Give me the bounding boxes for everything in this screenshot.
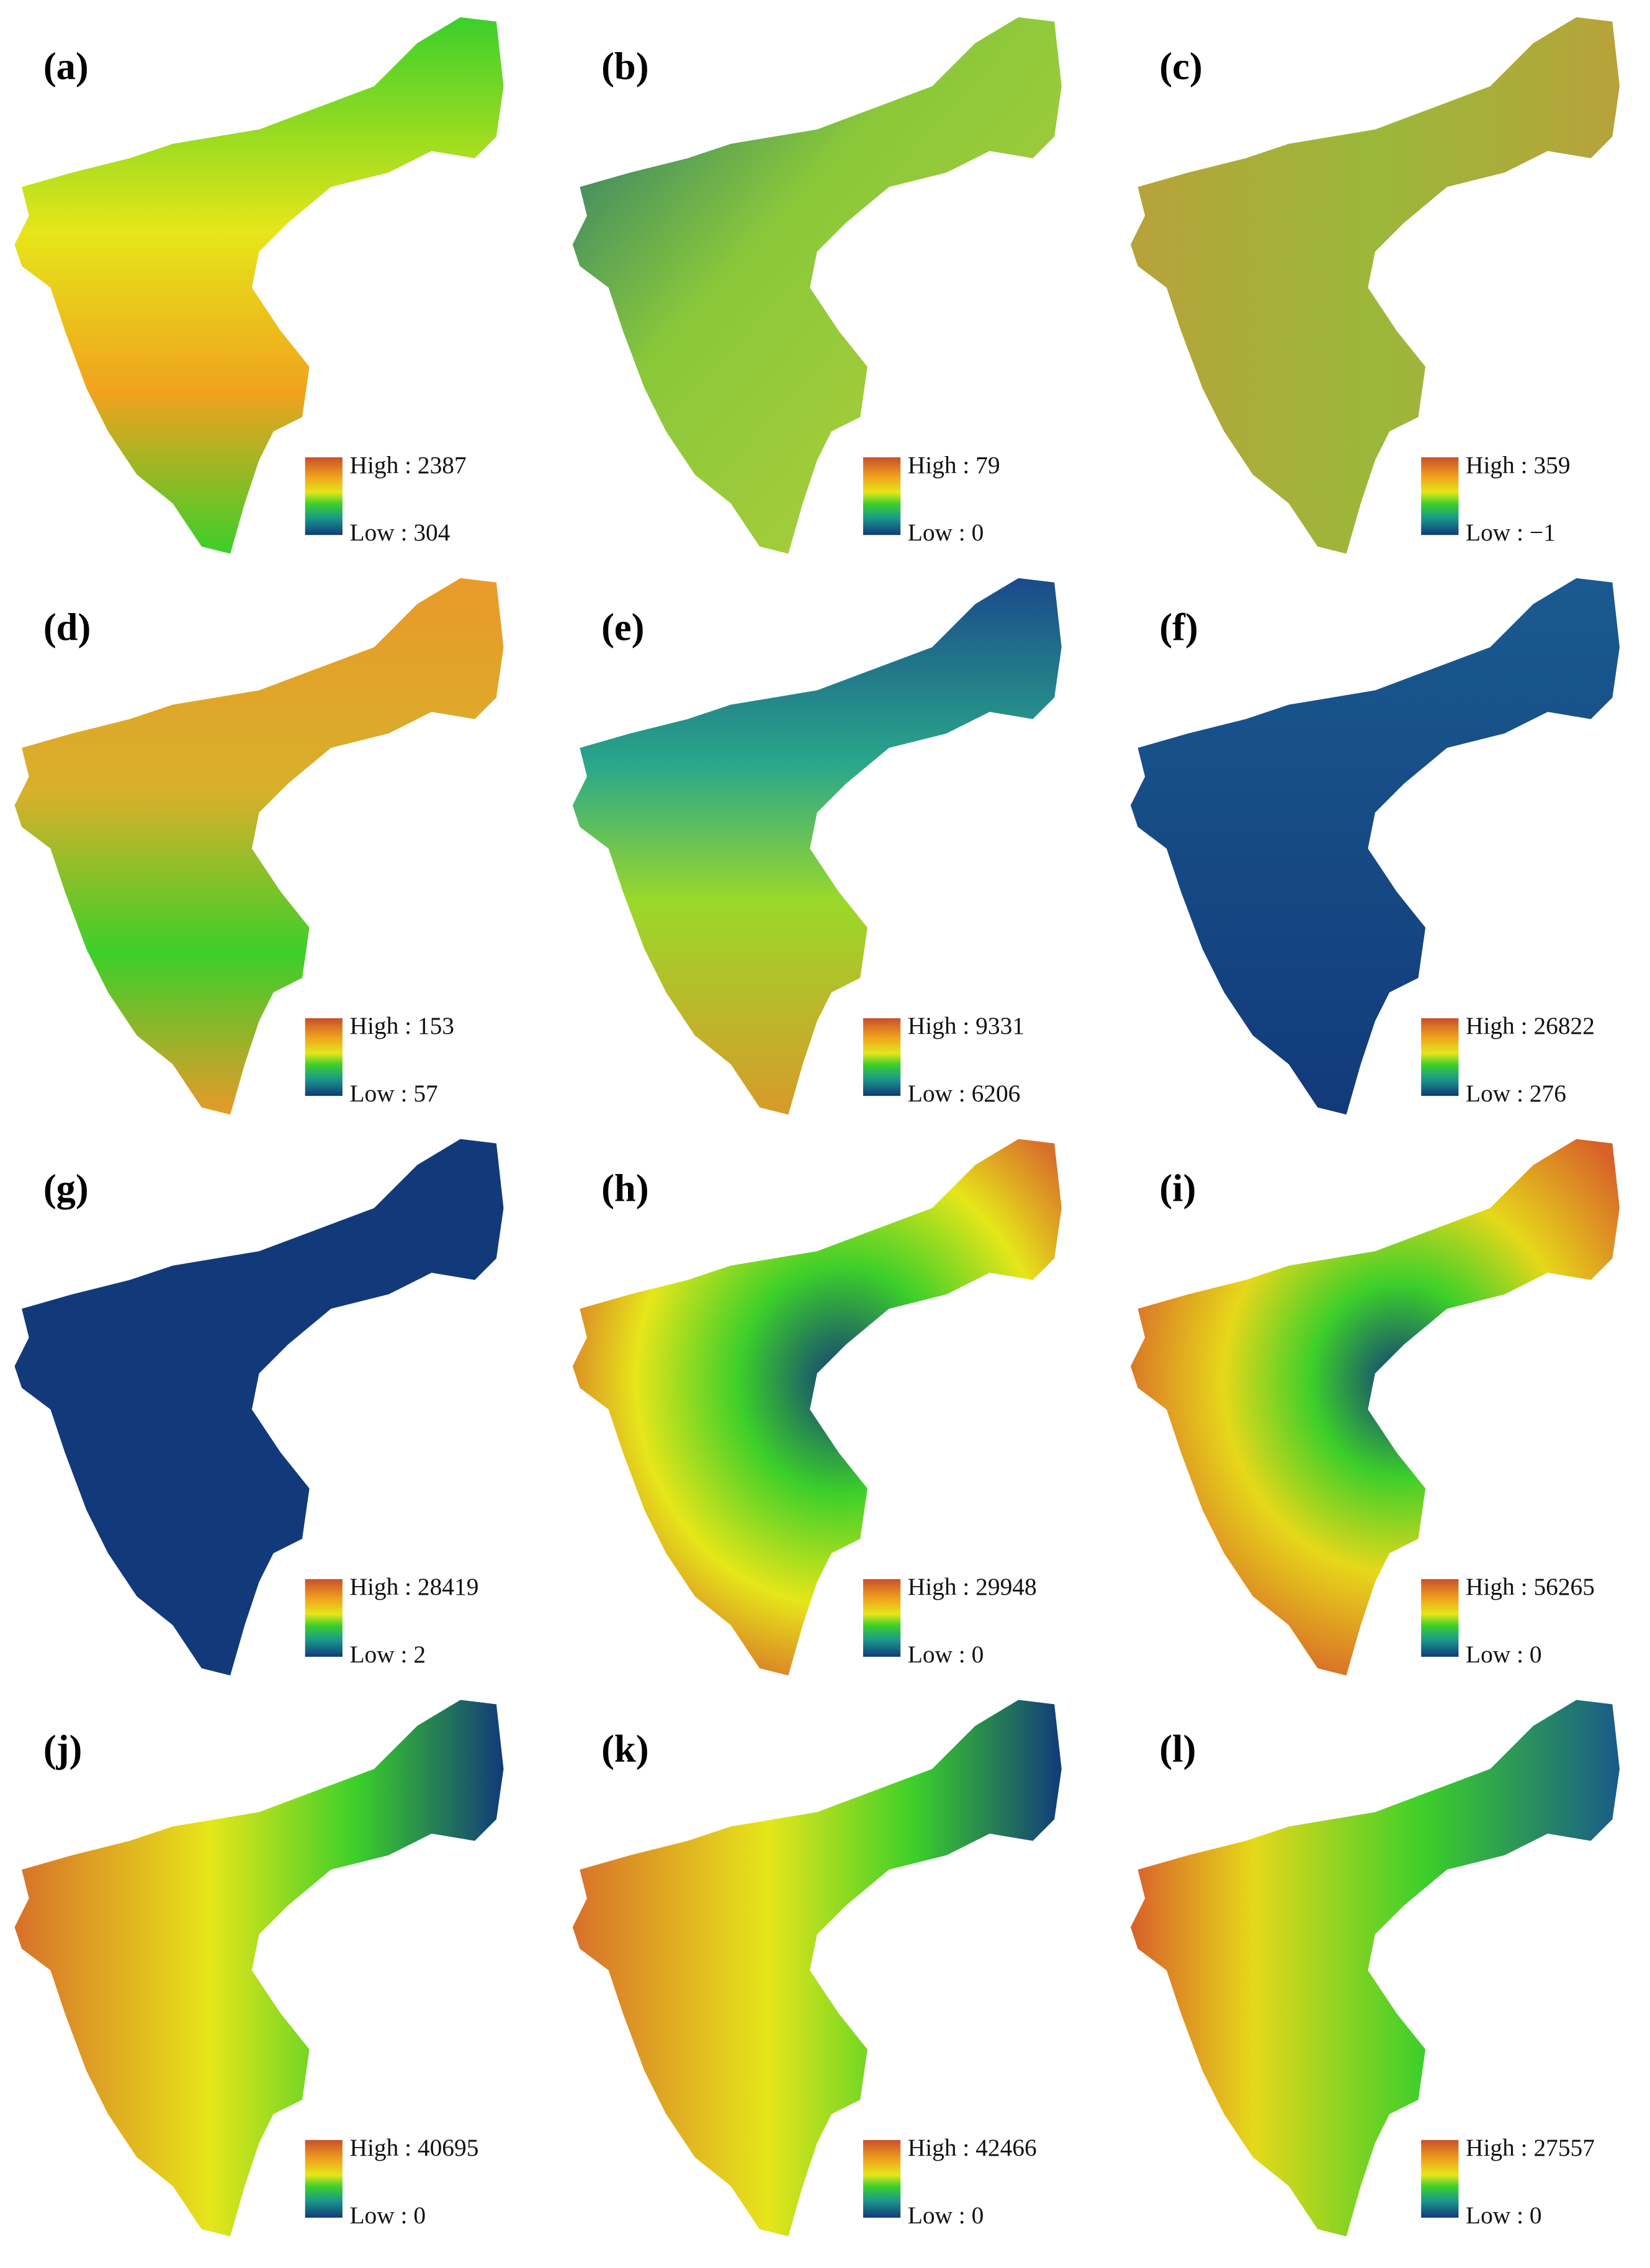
panel-label: (i) (1159, 1166, 1196, 1209)
region-map (572, 1700, 1062, 2237)
panel: (g) High : 28419 Low : 2 (14, 1139, 504, 1676)
legend-high: High : 42466 (908, 2134, 1037, 2161)
legend-high: High : 40695 (350, 2134, 479, 2161)
panel: (c) High : 359 Low : −1 (1131, 17, 1620, 554)
legend-low: Low : −1 (1466, 519, 1556, 546)
legend-high: High : 29948 (908, 1573, 1037, 1600)
region-map (14, 1700, 504, 2237)
legend-colorbar (1421, 1018, 1459, 1096)
legend-low: Low : 0 (1466, 2202, 1542, 2229)
region-map (1131, 578, 1620, 1115)
legend-low: Low : 2 (350, 1641, 426, 1668)
panel: (j) High : 40695 Low : 0 (14, 1700, 504, 2237)
panel-label: (g) (43, 1166, 89, 1209)
panel: (k) High : 42466 Low : 0 (572, 1700, 1062, 2237)
legend-low: Low : 0 (908, 519, 984, 546)
panel-label: (l) (1159, 1727, 1196, 1770)
legend-colorbar (305, 1018, 343, 1096)
panel-label: (j) (43, 1727, 83, 1770)
region-map (572, 17, 1062, 554)
legend-colorbar (863, 457, 901, 536)
panel-label: (f) (1159, 605, 1198, 648)
region-map (1131, 1700, 1620, 2237)
legend-colorbar (305, 1579, 343, 1657)
legend-high: High : 28419 (350, 1573, 479, 1600)
legend-colorbar (1421, 1579, 1459, 1657)
legend-high: High : 56265 (1466, 1573, 1595, 1600)
legend-low: Low : 304 (350, 519, 451, 546)
region-map (1131, 1139, 1620, 1676)
region-map (14, 17, 504, 554)
legend-high: High : 9331 (908, 1012, 1025, 1039)
legend-low: Low : 276 (1466, 1080, 1566, 1107)
panel: (a) High : 2387 Low : 304 (14, 17, 504, 554)
legend-colorbar (305, 2140, 343, 2218)
panel-label: (b) (601, 44, 648, 87)
panel: (f) High : 26822 Low : 276 (1131, 578, 1620, 1115)
legend-high: High : 359 (1466, 451, 1571, 478)
legend-low: Low : 0 (350, 2202, 426, 2229)
region-map (1131, 17, 1620, 554)
panel: (b) High : 79 Low : 0 (572, 17, 1062, 554)
legend-colorbar (305, 457, 343, 536)
legend-colorbar (863, 2140, 901, 2218)
legend-high: High : 79 (908, 451, 1000, 478)
panel-label: (h) (601, 1166, 648, 1209)
panel: (h) High : 29948 Low : 0 (572, 1139, 1062, 1676)
region-map (14, 578, 504, 1115)
region-map (572, 1139, 1062, 1676)
panel: (d) High : 153 Low : 57 (14, 578, 504, 1115)
legend-high: High : 26822 (1466, 1012, 1595, 1039)
legend-high: High : 153 (350, 1012, 455, 1039)
panel-label: (d) (43, 605, 91, 648)
panel: (i) High : 56265 Low : 0 (1131, 1139, 1620, 1676)
panel-label: (e) (601, 605, 644, 648)
legend-high: High : 2387 (350, 451, 467, 478)
legend-colorbar (1421, 457, 1459, 536)
legend-low: Low : 0 (1466, 1641, 1542, 1668)
legend-high: High : 27557 (1466, 2134, 1595, 2161)
panel: (l) High : 27557 Low : 0 (1131, 1700, 1620, 2237)
legend-low: Low : 0 (908, 1641, 984, 1668)
legend-colorbar (1421, 2140, 1459, 2218)
legend-colorbar (863, 1579, 901, 1657)
region-map (572, 578, 1062, 1115)
panel: (e) High : 9331 Low : 6206 (572, 578, 1062, 1115)
region-map (14, 1139, 504, 1676)
panel-label: (k) (601, 1727, 648, 1770)
panel-label: (a) (43, 44, 89, 87)
legend-colorbar (863, 1018, 901, 1096)
panel-label: (c) (1159, 44, 1202, 87)
legend-low: Low : 0 (908, 2202, 984, 2229)
legend-low: Low : 57 (350, 1080, 438, 1107)
legend-low: Low : 6206 (908, 1080, 1021, 1107)
